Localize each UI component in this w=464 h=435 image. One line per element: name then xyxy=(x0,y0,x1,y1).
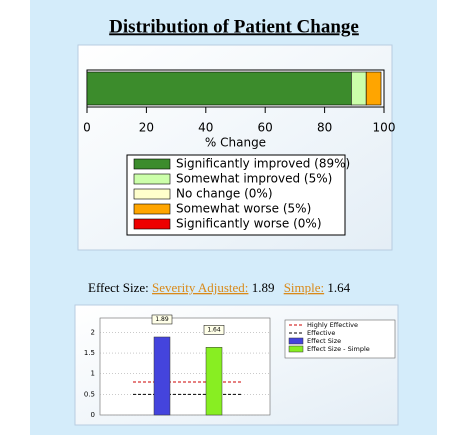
value-label-box xyxy=(151,314,173,325)
legend-swatch xyxy=(133,188,171,200)
legend-swatch xyxy=(133,158,171,170)
legend-label: Effect Size - Simple xyxy=(307,345,370,353)
x-tick-label: 60 xyxy=(258,121,273,135)
legend-box xyxy=(284,319,396,359)
bar-segment xyxy=(86,71,352,106)
y-tick-label: 1 xyxy=(91,370,95,378)
effect-size-value: 1.64 xyxy=(327,280,350,295)
bar-segment xyxy=(351,71,367,106)
legend-label: Effect Size xyxy=(307,337,341,345)
legend-label: Somewhat improved (5%) xyxy=(176,172,332,186)
legend-label: Significantly worse (0%) xyxy=(176,217,322,231)
legend-swatch xyxy=(288,337,304,345)
effect-size-link[interactable]: Severity Adjusted: xyxy=(152,280,248,295)
x-axis-label: % Change xyxy=(205,136,266,150)
value-label: 1.64 xyxy=(207,326,221,333)
legend-label: Somewhat worse (5%) xyxy=(176,202,311,216)
legend-label: Highly Effective xyxy=(307,321,358,329)
value-label-box xyxy=(203,325,225,335)
x-tick-label: 100 xyxy=(373,121,396,135)
legend-swatch xyxy=(133,218,171,230)
legend-label: No change (0%) xyxy=(176,187,273,201)
effect-size-link[interactable]: Simple: xyxy=(284,280,324,295)
bar-segment xyxy=(365,71,382,106)
legend-swatch xyxy=(288,345,304,353)
y-tick-label: 1.5 xyxy=(84,349,95,357)
effect-size-value: 1.89 xyxy=(252,280,275,295)
y-tick-label: 0.5 xyxy=(84,390,95,398)
legend-swatch xyxy=(133,203,171,215)
y-tick-label: 0 xyxy=(91,411,95,419)
x-tick-label: 80 xyxy=(317,121,332,135)
bar xyxy=(153,336,171,416)
legend-label: Effective xyxy=(307,329,335,337)
effect-size-line: Effect Size: Severity Adjusted: 1.89 Sim… xyxy=(88,280,351,295)
x-tick-label: 0 xyxy=(83,121,91,135)
effect-size-label: Effect Size: xyxy=(88,280,149,295)
legend-swatch xyxy=(133,173,171,185)
bar xyxy=(205,347,223,416)
x-tick-label: 20 xyxy=(139,121,154,135)
x-tick-label: 40 xyxy=(198,121,213,135)
legend-label: Significantly improved (89%) xyxy=(176,157,350,171)
y-tick-label: 2 xyxy=(91,328,95,336)
page-title: Distribution of Patient Change xyxy=(109,16,359,37)
value-label: 1.89 xyxy=(155,316,169,323)
